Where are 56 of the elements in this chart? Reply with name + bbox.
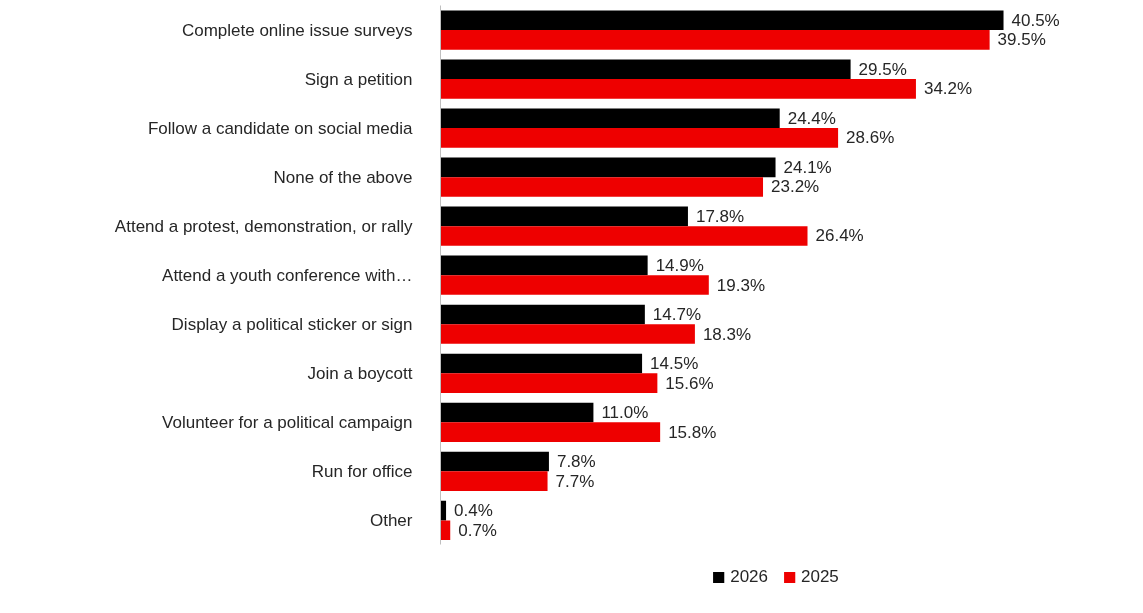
- y-tick-label: Run for office: [311, 461, 413, 481]
- data-label: 39.5%: [997, 30, 1046, 50]
- bar: [440, 373, 658, 393]
- data-label: 7.7%: [555, 471, 595, 491]
- bar: [440, 206, 688, 227]
- bar: [440, 226, 808, 246]
- data-label: 14.9%: [655, 255, 704, 275]
- bar: [440, 30, 990, 50]
- data-label: 17.8%: [695, 206, 745, 226]
- bar: [440, 402, 594, 423]
- bar: [440, 59, 851, 80]
- data-label: 24.4%: [787, 108, 836, 128]
- y-tick-label: Volunteer for a political campaign: [162, 412, 413, 432]
- data-label: 7.8%: [556, 452, 596, 472]
- bar: [440, 128, 839, 148]
- data-label: 0.7%: [458, 520, 497, 540]
- data-label: 14.7%: [652, 304, 702, 324]
- data-label: 23.2%: [771, 177, 820, 197]
- y-tick-label: Attend a youth conference with…: [162, 265, 413, 285]
- y-tick-label: Display a political sticker or sign: [171, 314, 413, 334]
- data-label: 34.2%: [923, 79, 973, 99]
- bar: [440, 422, 661, 442]
- bar: [440, 471, 548, 491]
- data-label: 28.6%: [846, 128, 895, 148]
- data-label: 18.3%: [702, 324, 752, 344]
- y-tick-label: Other: [369, 510, 413, 530]
- data-label: 40.5%: [1011, 10, 1060, 30]
- bar: [440, 255, 648, 276]
- y-tick-label: Attend a protest, demonstration, or rally: [114, 216, 413, 236]
- data-label: 26.4%: [815, 226, 864, 246]
- bar: [440, 10, 1004, 31]
- data-label: 0.4%: [454, 501, 493, 521]
- data-label: 11.0%: [601, 403, 649, 423]
- bar: [440, 108, 780, 129]
- legend-label: 2025: [801, 567, 839, 587]
- data-label: 24.1%: [783, 157, 832, 177]
- bar: [440, 275, 709, 295]
- y-tick-label: None of the above: [273, 167, 413, 187]
- bar: [440, 157, 776, 178]
- data-label: 15.6%: [665, 373, 714, 393]
- bar: [440, 304, 645, 325]
- data-label: 14.5%: [650, 353, 699, 373]
- y-tick-label: Join a boycott: [307, 363, 413, 383]
- bar: [440, 353, 643, 374]
- legend-label: 2026: [730, 567, 768, 587]
- bar: [440, 79, 916, 99]
- data-label: 19.3%: [716, 275, 766, 295]
- bar: [440, 520, 451, 541]
- bar: [440, 451, 549, 472]
- data-label: 29.5%: [858, 59, 907, 79]
- data-label: 15.8%: [668, 422, 717, 442]
- y-tick-label: Follow a candidate on social media: [147, 118, 414, 138]
- bar: [440, 324, 695, 344]
- y-tick-label: Sign a petition: [304, 69, 413, 89]
- y-tick-label: Complete online issue surveys: [181, 20, 413, 40]
- bar: [440, 177, 764, 197]
